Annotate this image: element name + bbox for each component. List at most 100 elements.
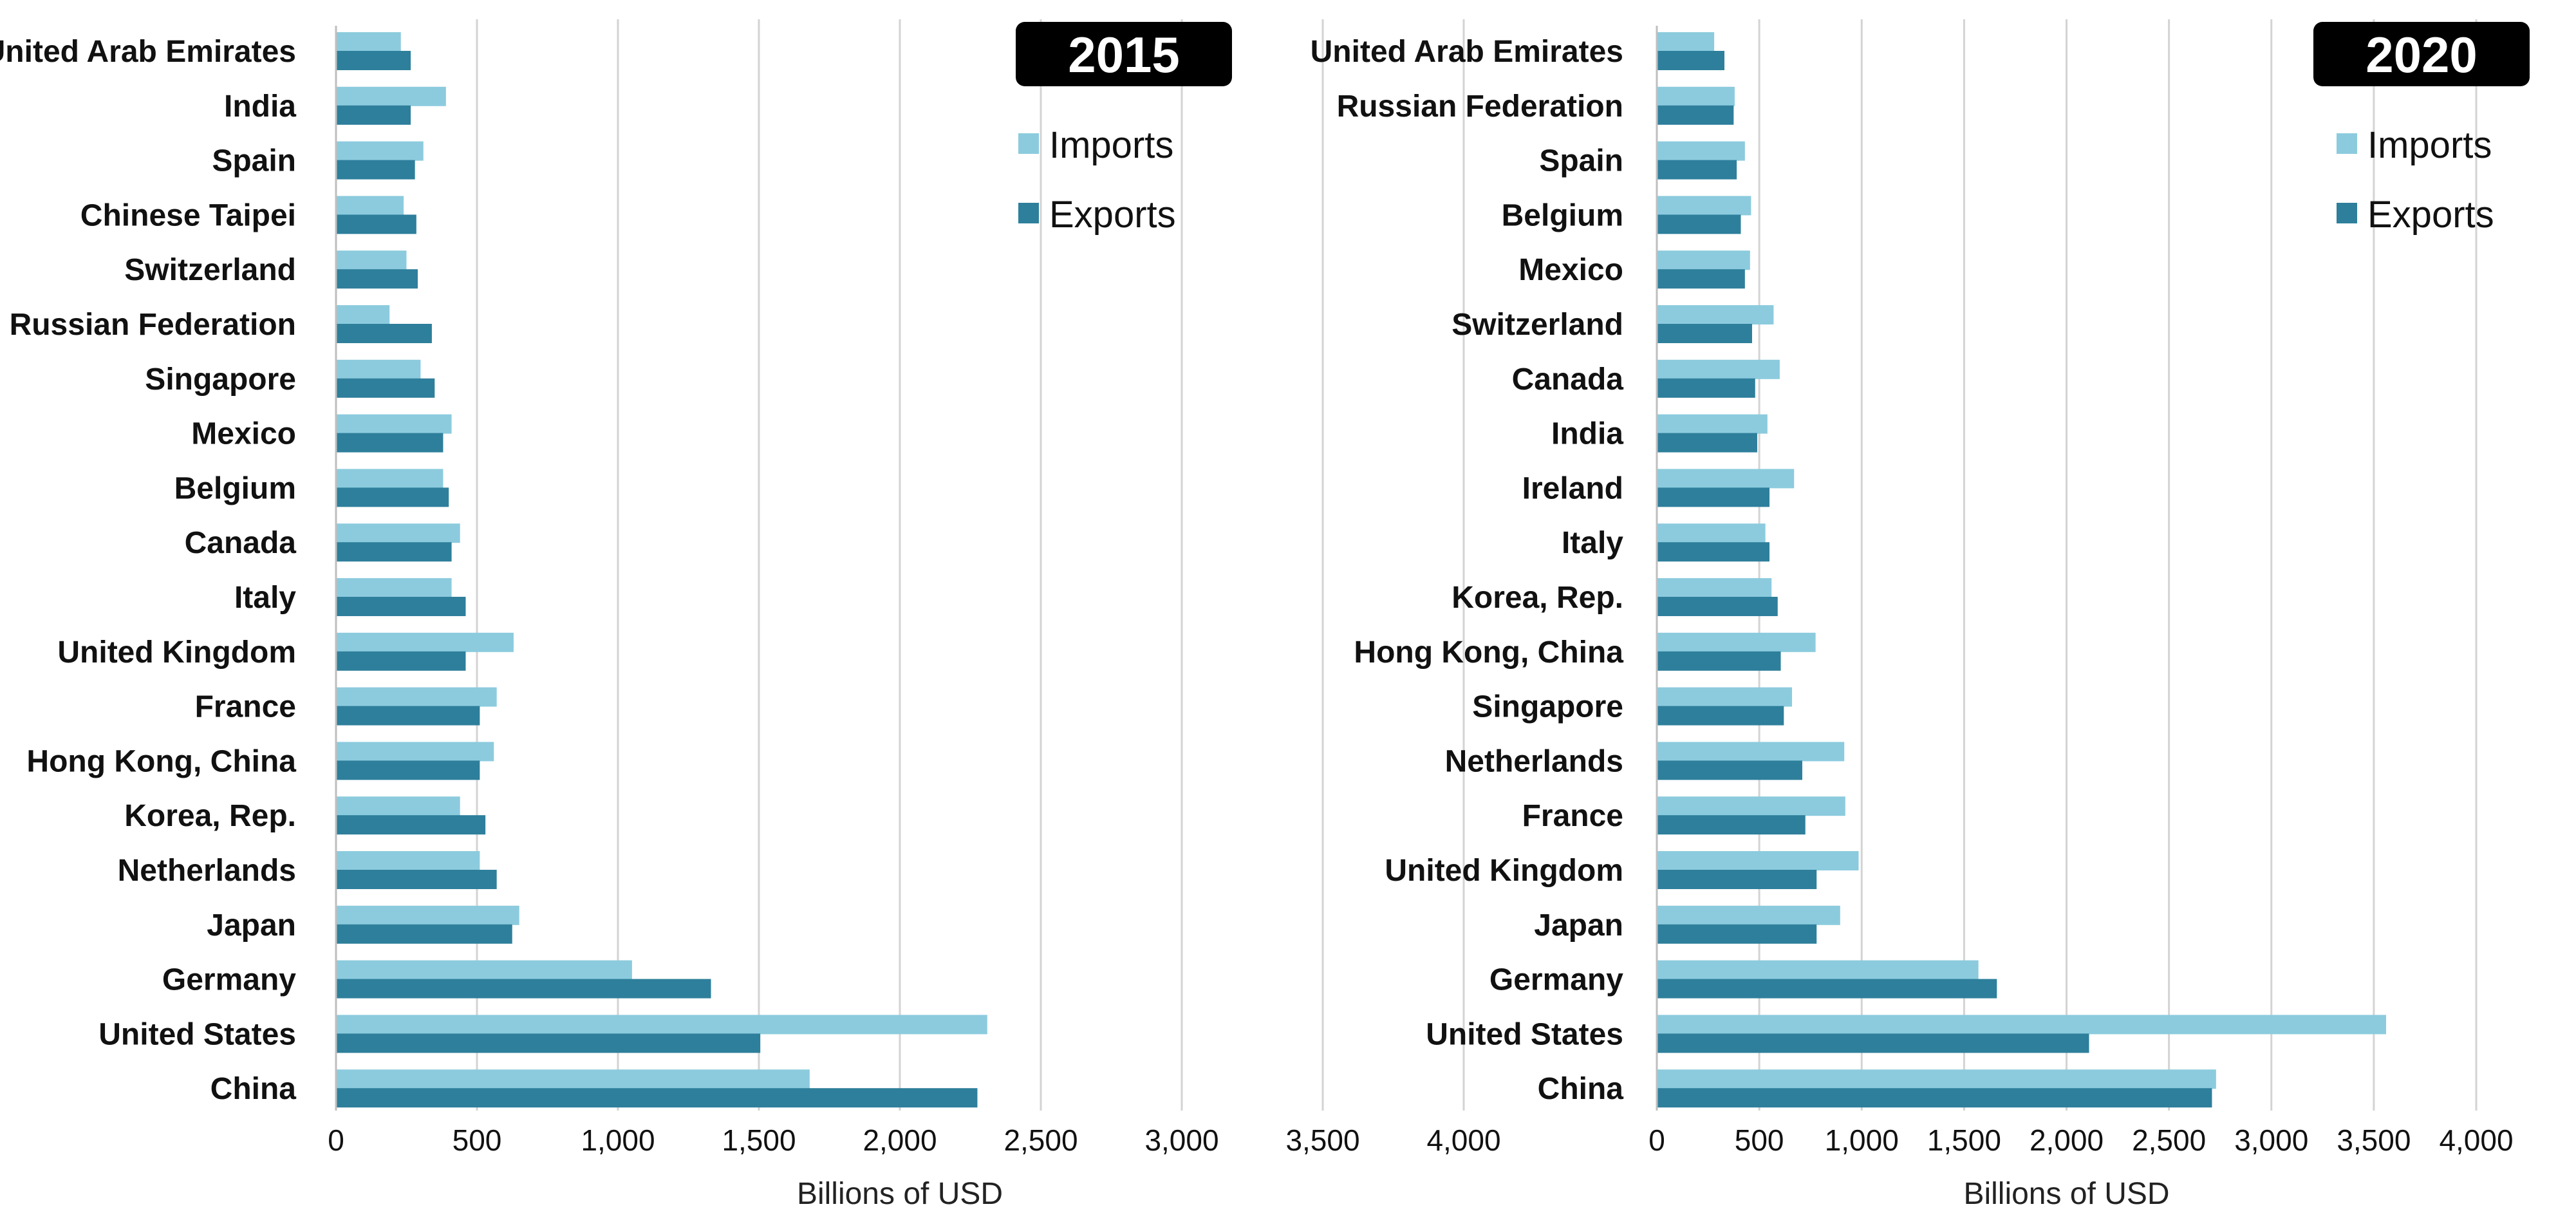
year-label: 2015 — [1068, 26, 1180, 83]
exports-bar — [1657, 651, 1781, 671]
exports-bar — [336, 760, 480, 780]
x-axis-title: Billions of USD — [797, 1177, 1003, 1211]
imports-bar — [336, 523, 460, 543]
category-label: Ireland — [1522, 471, 1623, 505]
x-tick-label: 1,000 — [581, 1123, 655, 1157]
x-tick-label: 2,500 — [1003, 1123, 1078, 1157]
exports-bar — [336, 433, 443, 453]
category-label: United Kingdom — [1385, 854, 1623, 888]
imports-bar — [1657, 196, 1751, 216]
category-label: Spain — [1539, 144, 1623, 178]
exports-bar — [1657, 924, 1817, 944]
category-label: United States — [98, 1017, 296, 1051]
imports-bar — [1657, 1015, 2386, 1035]
category-label: Germany — [1489, 963, 1623, 997]
imports-bar — [336, 578, 452, 597]
exports-bar — [1657, 597, 1778, 616]
category-label: Singapore — [145, 362, 296, 397]
imports-bar — [336, 796, 460, 816]
imports-bar — [1657, 32, 1715, 52]
imports-bar — [1657, 632, 1816, 652]
x-tick-label: 1,500 — [722, 1123, 796, 1157]
imports-bar — [1657, 578, 1772, 597]
exports-bar — [1657, 487, 1770, 507]
exports-bar — [1657, 542, 1770, 562]
legend-swatch — [2337, 133, 2357, 154]
exports-bar — [1657, 706, 1784, 726]
legend-swatch — [2337, 203, 2357, 223]
exports-bar — [1657, 433, 1757, 453]
x-tick-label: 0 — [1648, 1123, 1665, 1157]
exports-bar — [336, 160, 415, 180]
exports-bar — [1657, 51, 1725, 70]
x-tick-label: 3,500 — [1285, 1123, 1359, 1157]
imports-bar — [336, 851, 480, 870]
imports-bar — [336, 305, 390, 324]
category-label: Netherlands — [1445, 744, 1623, 778]
x-tick-label: 2,000 — [2030, 1123, 2104, 1157]
imports-bar — [1657, 960, 1979, 980]
category-label: China — [1538, 1072, 1624, 1106]
chart-2015: United Arab Emirates India Spain Chinese Ta… — [0, 19, 1501, 1211]
legend-swatch — [1018, 133, 1039, 154]
x-tick-label: 2,500 — [2132, 1123, 2206, 1157]
category-label: Japan — [207, 908, 296, 943]
year-badge — [2313, 22, 2530, 86]
imports-bar — [336, 250, 407, 270]
category-label: Netherlands — [118, 854, 296, 888]
imports-bar — [1657, 469, 1795, 489]
category-label: Japan — [1534, 908, 1623, 943]
exports-bar — [1657, 870, 1817, 889]
exports-bar — [1657, 815, 1806, 835]
x-tick-label: 3,500 — [2337, 1123, 2411, 1157]
exports-bar — [1657, 269, 1745, 289]
exports-bar — [1657, 324, 1752, 343]
category-label: Germany — [162, 963, 296, 997]
exports-bar — [1657, 979, 1997, 999]
year-badge — [1016, 22, 1232, 86]
category-label: India — [1551, 417, 1623, 451]
x-tick-label: 2,000 — [863, 1123, 937, 1157]
category-label: India — [224, 89, 296, 124]
category-label: Mexico — [191, 417, 296, 451]
exports-bar — [1657, 760, 1802, 780]
x-axis-title: Billions of USD — [1963, 1177, 2169, 1211]
legend-label: Imports — [2367, 124, 2492, 166]
imports-bar — [1657, 742, 1845, 762]
imports-bar — [1657, 687, 1793, 707]
exports-bar — [336, 487, 449, 507]
exports-bar — [336, 214, 416, 234]
imports-bar — [336, 960, 632, 980]
imports-bar — [336, 469, 443, 489]
imports-bar — [1657, 141, 1745, 161]
category-label: Canada — [185, 526, 297, 560]
imports-bar — [1657, 86, 1735, 106]
exports-bar — [336, 542, 452, 562]
exports-bar — [336, 1088, 978, 1108]
exports-bar — [336, 979, 711, 999]
x-tick-label: 500 — [453, 1123, 502, 1157]
x-tick-label: 0 — [328, 1123, 344, 1157]
imports-bar — [1657, 250, 1750, 270]
imports-bar — [1657, 1069, 2216, 1089]
imports-bar — [336, 196, 404, 216]
category-label: Italy — [1562, 526, 1623, 560]
category-label: Mexico — [1518, 253, 1623, 287]
exports-bar — [1657, 214, 1741, 234]
imports-bar — [1657, 414, 1768, 434]
legend-label: Exports — [2367, 194, 2494, 236]
imports-bar — [336, 905, 519, 925]
imports-bar — [1657, 905, 1840, 925]
exports-bar — [336, 378, 435, 398]
exports-bar — [336, 597, 466, 616]
category-label: United States — [1426, 1017, 1623, 1051]
category-label: Chinese Taipei — [80, 198, 296, 232]
exports-bar — [336, 51, 411, 70]
exports-bar — [336, 1033, 761, 1053]
imports-bar — [336, 86, 446, 106]
category-label: Hong Kong, China — [1354, 635, 1623, 670]
category-label: Switzerland — [1451, 308, 1623, 342]
x-tick-label: 4,000 — [2439, 1123, 2513, 1157]
imports-bar — [336, 359, 421, 379]
imports-bar — [336, 1015, 987, 1035]
